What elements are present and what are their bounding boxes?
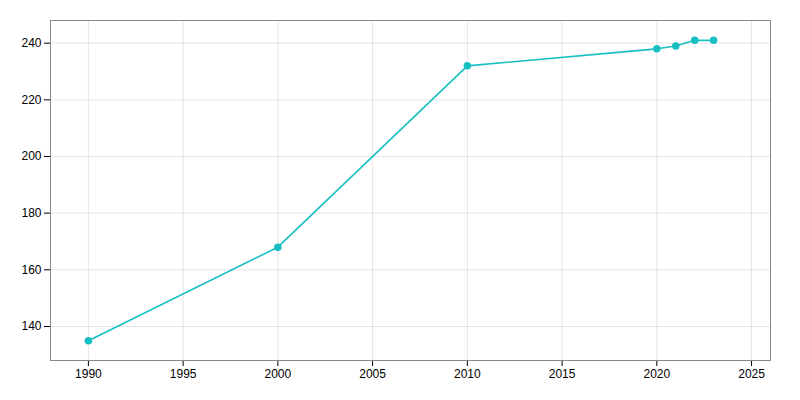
svg-text:140: 140: [21, 319, 41, 333]
svg-text:2010: 2010: [454, 367, 481, 381]
svg-text:2005: 2005: [359, 367, 386, 381]
svg-text:1995: 1995: [170, 367, 197, 381]
svg-text:1990: 1990: [75, 367, 102, 381]
svg-text:2000: 2000: [265, 367, 292, 381]
svg-text:240: 240: [21, 36, 41, 50]
svg-text:180: 180: [21, 206, 41, 220]
svg-text:2025: 2025: [738, 367, 765, 381]
svg-text:2020: 2020: [643, 367, 670, 381]
svg-text:220: 220: [21, 93, 41, 107]
svg-text:200: 200: [21, 149, 41, 163]
svg-text:2015: 2015: [549, 367, 576, 381]
svg-text:160: 160: [21, 263, 41, 277]
